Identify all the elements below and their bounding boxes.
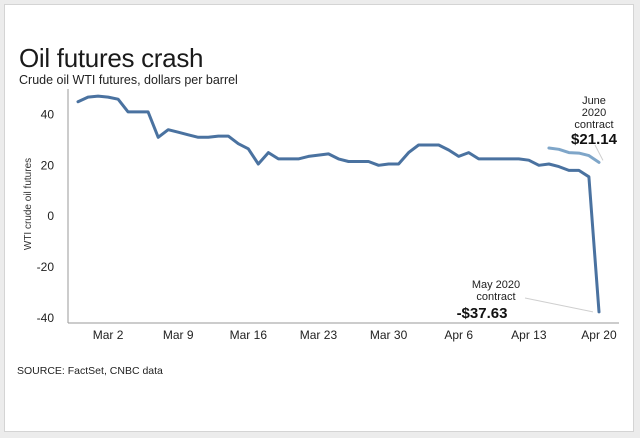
june-2020-contract-line — [547, 146, 601, 164]
x-tick-label: Apr 20 — [581, 328, 617, 342]
june-contract-leader-line — [594, 144, 604, 161]
y-tick-label: 40 — [41, 107, 55, 121]
june-contract-label: June — [582, 95, 606, 107]
source-note: SOURCE: FactSet, CNBC data — [17, 365, 163, 377]
line-chart: WTI crude oil futures 40 20 0 -20 -40 Mar 2 Ma… — [23, 89, 619, 342]
may-contract-leader-line — [524, 297, 594, 313]
june-contract-label: 2020 — [582, 107, 606, 119]
x-tick-label: Mar 16 — [230, 328, 268, 342]
x-tick-label: Apr 13 — [511, 328, 547, 342]
may-contract-value: -$37.63 — [457, 305, 508, 322]
chart-subtitle: Crude oil WTI futures, dollars per barre… — [19, 73, 238, 87]
june-contract-value: $21.14 — [571, 131, 618, 148]
x-tick-label: Mar 23 — [300, 328, 338, 342]
x-tick-label: Mar 9 — [163, 328, 194, 342]
y-tick-label: -40 — [37, 311, 55, 325]
may-contract-label: May 2020 — [472, 279, 520, 291]
chart-title: Oil futures crash — [19, 43, 204, 73]
x-tick-label: Mar 30 — [370, 328, 408, 342]
chart-card: Oil futures crash Crude oil WTI futures,… — [4, 4, 634, 432]
may-contract-label: contract — [476, 291, 515, 303]
x-tick-label: Mar 2 — [93, 328, 124, 342]
y-axis-label: WTI crude oil futures — [23, 158, 34, 250]
may-2020-contract-line — [76, 94, 601, 314]
y-tick-label: -20 — [37, 260, 55, 274]
june-contract-label: contract — [574, 119, 613, 131]
y-tick-label: 20 — [41, 158, 55, 172]
x-tick-label: Apr 6 — [444, 328, 473, 342]
y-tick-label: 0 — [47, 209, 54, 223]
